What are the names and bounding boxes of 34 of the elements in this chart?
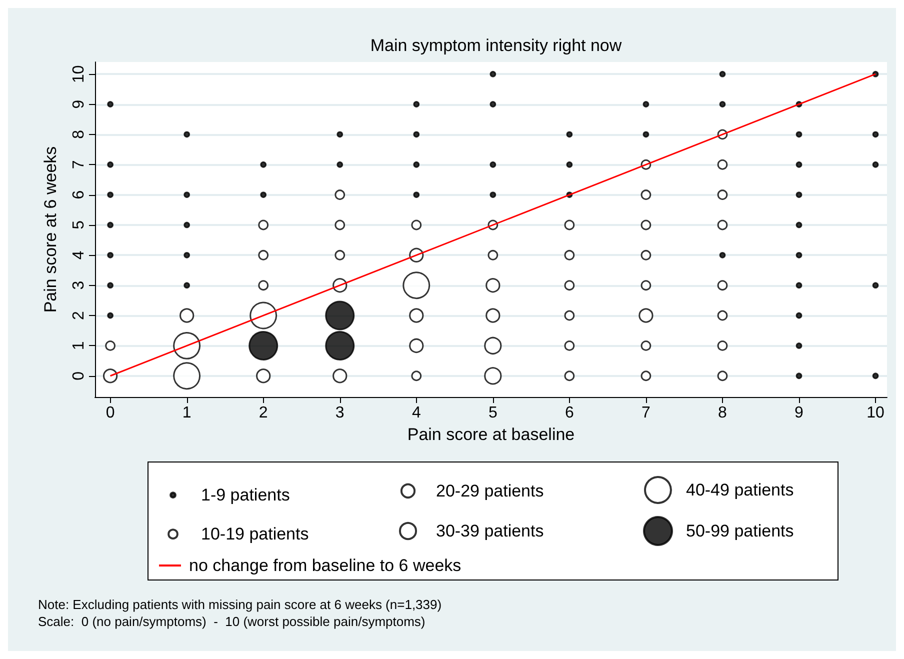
- x-tick-label: 9: [794, 404, 804, 422]
- x-tick-label: 7: [642, 404, 651, 422]
- legend-label: 20-29 patients: [436, 481, 544, 500]
- y-tick-label: 5: [70, 220, 88, 230]
- x-tick-label: 5: [488, 404, 498, 422]
- text: Scale: 0 (no pain/symptoms) - 10 (worst possible pain/symptoms): [38, 614, 426, 629]
- legend-label: 1-9 patients: [201, 486, 290, 505]
- y-tick-label: 4: [70, 250, 88, 260]
- x-tick-label: 3: [335, 404, 344, 422]
- legend-label: 10-19 patients: [201, 524, 309, 544]
- x-tick-label: 4: [412, 404, 421, 422]
- chart-title: Main symptom intensity right now: [370, 36, 622, 55]
- y-axis-title: Pain score at 6 weeks: [41, 146, 60, 313]
- legend-label: 50-99 patients: [686, 522, 794, 540]
- x-axis-title: Pain score at baseline: [407, 424, 575, 444]
- y-tick-label: 9: [70, 100, 88, 109]
- x-tick-label: 8: [718, 404, 728, 422]
- x-tick-label: 1: [182, 404, 192, 422]
- y-tick-label: 0: [70, 371, 88, 380]
- y-tick-label: 2: [70, 310, 88, 320]
- y-tick-label: 1: [70, 341, 88, 350]
- y-tick-label: 7: [70, 160, 88, 170]
- y-tick-label: 8: [70, 130, 88, 139]
- x-tick-label: 10: [866, 404, 885, 422]
- x-tick-label: 6: [564, 404, 574, 422]
- text: Note: Excluding patients with missing pain score at 6 weeks (n=1,339): [38, 597, 442, 612]
- x-tick-label: 2: [258, 404, 268, 422]
- legend-label: 40-49 patients: [686, 480, 794, 500]
- y-tick-label: 3: [70, 280, 88, 290]
- y-tick-label: 10: [70, 65, 88, 83]
- y-tick-label: 6: [70, 190, 88, 200]
- x-tick-label: 0: [106, 404, 115, 422]
- legend-label: no change from baseline to 6 weeks: [189, 556, 462, 575]
- legend-label: 30-39 patients: [436, 522, 544, 540]
